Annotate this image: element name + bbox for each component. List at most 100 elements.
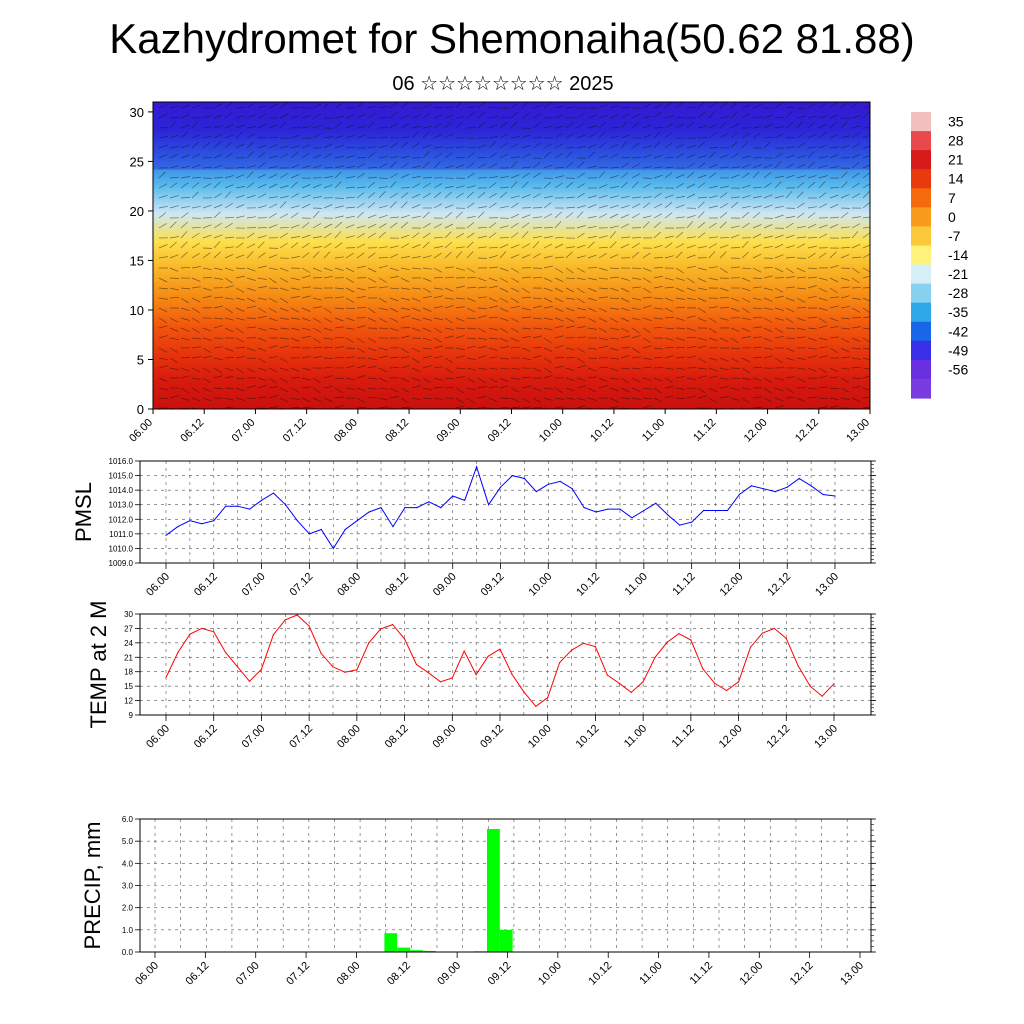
series-point (667, 514, 669, 516)
heatmap-xtick-label: 09.00 (434, 417, 462, 445)
series-point (666, 641, 668, 644)
ytick-label: 1011.0 (109, 530, 133, 539)
colorbar-segment (911, 264, 931, 285)
precip-bar (499, 929, 513, 952)
panel-frame (139, 460, 872, 564)
colorbar-segment (911, 283, 931, 304)
colorbar-label: 21 (948, 152, 964, 168)
series-point (368, 642, 370, 644)
xtick-label: 07.12 (288, 571, 316, 599)
xtick-label: 10.12 (574, 723, 602, 751)
xtick-label: 09.12 (479, 571, 507, 599)
series-point (416, 507, 418, 509)
series-point (344, 528, 346, 531)
series-point (821, 695, 823, 697)
series-point (547, 697, 549, 699)
xtick-label: 10.00 (536, 960, 564, 988)
series-point (690, 639, 692, 641)
series-point (344, 671, 346, 673)
series-point (452, 495, 454, 497)
series-point (761, 632, 764, 634)
xtick-label: 13.00 (838, 960, 866, 988)
ytick-label: 4.0 (122, 859, 134, 868)
colorbar-label: -14 (948, 247, 968, 263)
series-point (213, 631, 215, 633)
series-point (642, 681, 644, 683)
series-point (679, 524, 681, 526)
series-point (380, 628, 382, 630)
xtick-label: 12.12 (788, 960, 816, 988)
series-point (272, 634, 274, 636)
series-point (392, 526, 394, 528)
series-point (451, 677, 453, 679)
heatmap-xtick-label: 11.12 (691, 417, 718, 444)
heatmap-xtick-label: 07.00 (230, 417, 258, 445)
ytick-label: 1015.0 (109, 472, 134, 481)
series-point (810, 485, 812, 487)
colorbar-label: 7 (948, 190, 956, 206)
colorbar-segment (911, 359, 931, 380)
series-point (356, 520, 358, 522)
series-point (798, 477, 800, 480)
series-point (463, 650, 465, 652)
precip-bar (384, 933, 398, 952)
heatmap-ytick-label: 5 (137, 352, 144, 367)
ytick-label: 1010.0 (109, 544, 134, 553)
series-point (380, 507, 382, 509)
heatmap-xtick-label: 08.00 (332, 417, 360, 445)
colorbar-label: -56 (948, 361, 968, 377)
series-point (654, 656, 656, 658)
colorbar-segment (911, 245, 931, 266)
xtick-label: 06.00 (144, 571, 172, 599)
series-point (189, 633, 191, 635)
ytick-label: 5.0 (122, 837, 134, 846)
xtick-label: 13.00 (813, 571, 841, 599)
series-point (785, 637, 787, 640)
series-point (774, 491, 776, 493)
colorbar-label: 14 (948, 171, 964, 187)
xtick-label: 10.12 (586, 960, 614, 988)
series-point (750, 485, 753, 487)
series-point (177, 526, 179, 528)
series-point (738, 493, 741, 496)
colorbar-segment (911, 302, 931, 323)
series-point (703, 509, 705, 512)
series-point (571, 649, 573, 651)
series-point (786, 486, 788, 488)
series-point (630, 691, 632, 694)
series-point (261, 499, 263, 501)
series-point (511, 475, 513, 477)
colorbar-label: -21 (948, 266, 968, 282)
xtick-label: 13.00 (812, 723, 840, 751)
heatmap-xtick-label: 06.00 (127, 417, 155, 445)
xtick-label: 12.00 (717, 723, 745, 751)
series-point (225, 505, 227, 507)
series-point (428, 501, 430, 503)
series-point (415, 663, 418, 666)
series-point (237, 505, 239, 507)
heatmap-xtick-label: 10.12 (588, 417, 616, 445)
series-point (189, 520, 191, 522)
series-point (582, 642, 585, 644)
series-point (523, 477, 526, 480)
series-point (487, 655, 489, 657)
series-point (404, 638, 406, 640)
series-point (201, 523, 203, 525)
heatmap-xtick-label: 12.00 (742, 417, 770, 445)
colorbar-label: -28 (948, 285, 968, 301)
series-point (535, 491, 537, 493)
series-point (594, 646, 597, 648)
xtick-label: 10.00 (526, 571, 554, 599)
series-point (213, 520, 215, 522)
xtick-label: 06.12 (184, 960, 212, 988)
precip-bar (410, 950, 423, 952)
ytick-label: 1013.0 (109, 501, 134, 510)
ytick-label: 24 (124, 639, 133, 648)
series-point (726, 509, 729, 512)
series-point (488, 504, 490, 506)
series-point (464, 499, 466, 501)
colorbar-segment (911, 378, 931, 399)
series-point (308, 625, 310, 627)
series-point (332, 547, 334, 550)
